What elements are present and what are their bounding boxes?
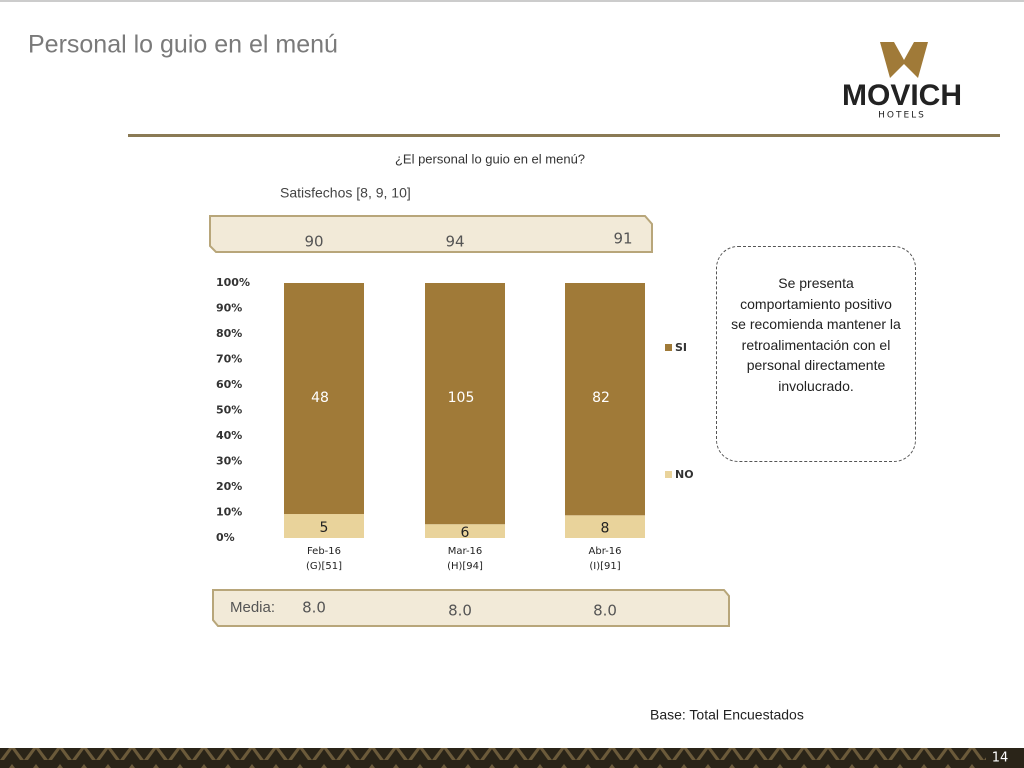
legend-swatch [665, 471, 672, 478]
data-label: 8 [601, 521, 610, 537]
y-tick-label: 90% [216, 302, 242, 315]
slide-title: Personal lo guio en el menú [28, 31, 338, 59]
x-tick-sublabel: (G)[51] [306, 561, 342, 572]
logo-name: MOVICH [842, 79, 962, 112]
satisfied-value: 94 [445, 233, 464, 251]
media-value: 8.0 [593, 602, 617, 620]
y-tick-label: 30% [216, 455, 242, 468]
data-label: 82 [592, 390, 610, 406]
x-tick-label: Mar-16 [448, 546, 483, 557]
x-tick-sublabel: (H)[94] [447, 561, 483, 572]
satisfied-value: 90 [304, 233, 323, 251]
media-band [212, 589, 730, 627]
media-value: 8.0 [302, 599, 326, 617]
bar-segment [425, 283, 505, 525]
legend-label: SI [675, 341, 687, 354]
y-tick-label: 40% [216, 429, 242, 442]
y-tick-label: 70% [216, 353, 242, 366]
y-tick-label: 60% [216, 378, 242, 391]
footer-pattern [0, 748, 1024, 768]
bar-segment [284, 283, 364, 515]
media-value: 8.0 [448, 602, 472, 620]
rule [128, 134, 1000, 137]
satisfied-band [209, 215, 653, 253]
legend-swatch [665, 344, 672, 351]
note-box: Se presenta comportamiento positivo se r… [716, 246, 916, 462]
legend-label: NO [675, 468, 694, 481]
logo-sub: HOTELS [878, 111, 926, 121]
bar-segment [425, 524, 505, 538]
data-label: 5 [320, 520, 329, 536]
x-tick-sublabel: (I)[91] [589, 561, 620, 572]
question: ¿El personal lo guio en el menú? [395, 151, 585, 166]
satisfied-label: Satisfechos [8, 9, 10] [280, 185, 411, 201]
data-label: 6 [461, 525, 470, 541]
page-number: 14 [992, 751, 1009, 766]
data-label: 105 [448, 390, 475, 406]
page-box [986, 748, 1024, 768]
y-tick-label: 10% [216, 506, 242, 519]
logo-mark [880, 42, 928, 78]
x-tick-label: Feb-16 [307, 546, 341, 557]
y-tick-label: 100% [216, 276, 250, 289]
bar-segment [565, 283, 645, 516]
data-label: 48 [311, 390, 329, 406]
base-note: Base: Total Encuestados [650, 707, 804, 723]
y-tick-label: 0% [216, 531, 235, 544]
media-label: Media: [230, 599, 275, 616]
bar-segment [565, 515, 645, 538]
y-tick-label: 80% [216, 327, 242, 340]
y-tick-label: 50% [216, 404, 242, 417]
bar-segment [284, 514, 364, 538]
y-tick-label: 20% [216, 480, 242, 493]
x-tick-label: Abr-16 [589, 546, 622, 557]
satisfied-value: 91 [613, 230, 632, 248]
